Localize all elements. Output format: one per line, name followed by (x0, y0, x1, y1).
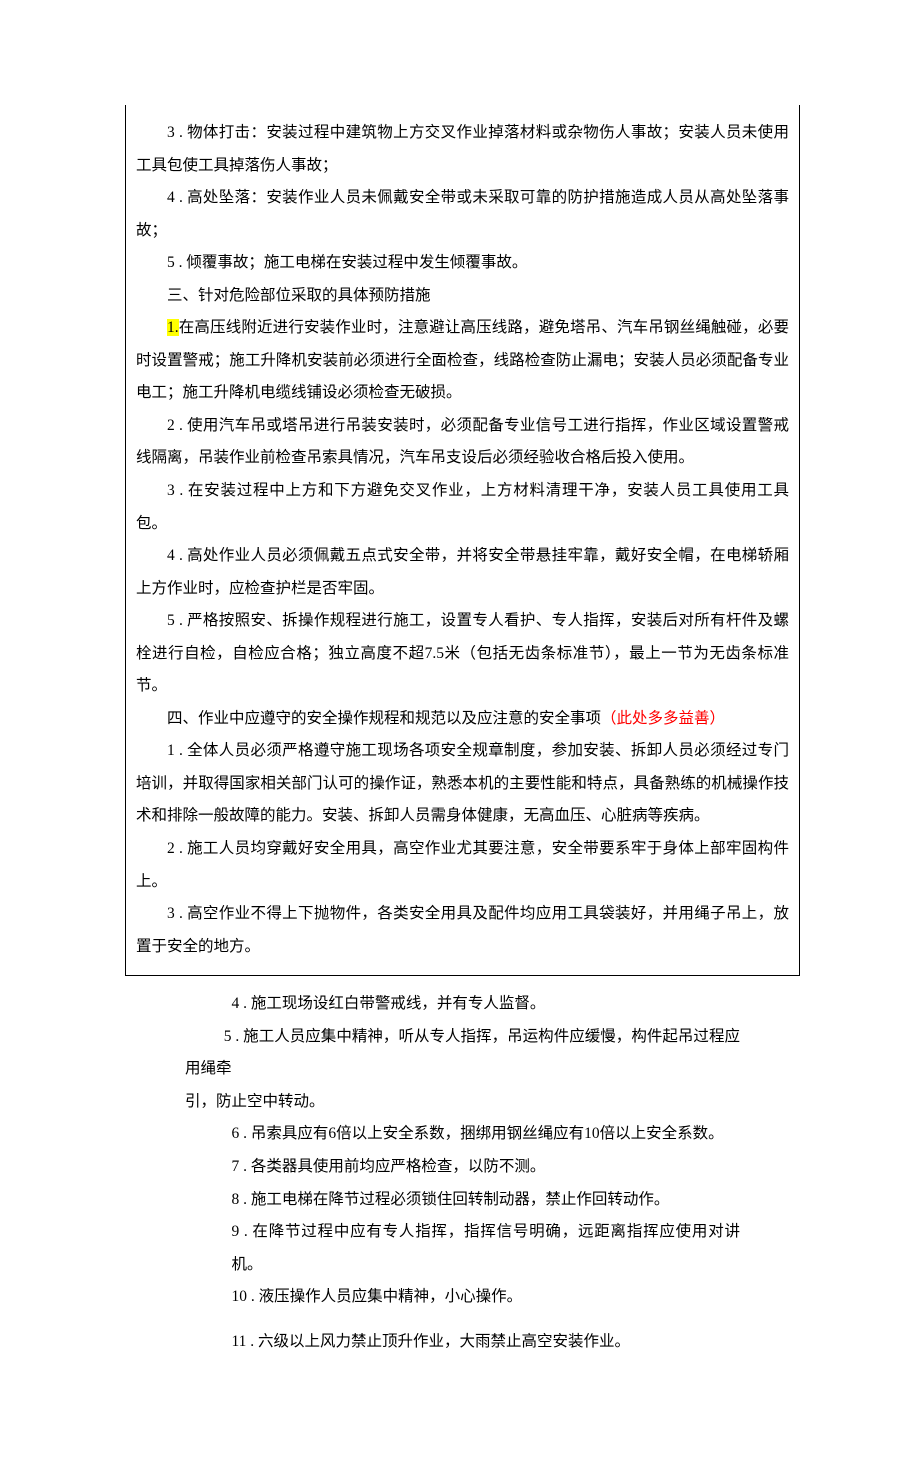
para-item-4: 4 . 高处坠落：安装作业人员未佩戴安全带或未采取可靠的防护措施造成人员从高处坠… (136, 182, 789, 247)
para-4-5: 5 . 施工人员应集中精神，听从专人指挥，吊运构件应缓慢，构件起吊过程应用绳牵 (185, 1021, 740, 1086)
para-3-4: 4 . 高处作业人员必须佩戴五点式安全带，并将安全带悬挂牢靠，戴好安全帽，在电梯… (136, 540, 789, 605)
para-4-8: 8 . 施工电梯在降节过程必须锁住回转制动器，禁止作回转动作。 (185, 1184, 740, 1217)
para-4-10: 10 . 液压操作人员应集中精神，小心操作。 (185, 1281, 740, 1314)
bordered-content-section: 3 . 物体打击：安装过程中建筑物上方交叉作业掉落材料或杂物伤人事故；安装人员未… (125, 105, 800, 976)
para-4-4: 4 . 施工现场设红白带警戒线，并有专人监督。 (185, 988, 740, 1021)
para-4-5-cont: 引，防止空中转动。 (185, 1086, 740, 1119)
section-heading-4: 四、作业中应遵守的安全操作规程和规范以及应注意的安全事项（此处多多益善） (136, 703, 789, 736)
para-3-3: 3 . 在安装过程中上方和下方避免交叉作业，上方材料清理干净，安装人员工具使用工… (136, 475, 789, 540)
para-item-5: 5 . 倾覆事故；施工电梯在安装过程中发生倾覆事故。 (136, 247, 789, 280)
para-4-6: 6 . 吊索具应有6倍以上安全系数，捆绑用钢丝绳应有10倍以上安全系数。 (185, 1118, 740, 1151)
unbordered-content-section: 4 . 施工现场设红白带警戒线，并有专人监督。 5 . 施工人员应集中精神，听从… (125, 976, 800, 1370)
para-4-11: 11 . 六级以上风力禁止顶升作业，大雨禁止高空安装作业。 (185, 1326, 740, 1359)
para-4-9: 9 . 在降节过程中应有专人指挥，指挥信号明确，远距离指挥应使用对讲机。 (185, 1216, 740, 1281)
para-3-1: 1.在高压线附近进行安装作业时，注意避让高压线路，避免塔吊、汽车吊钢丝绳触碰，必… (136, 312, 789, 410)
heading-4-text: 四、作业中应遵守的安全操作规程和规范以及应注意的安全事项 (167, 710, 601, 727)
para-4-2: 2 . 施工人员均穿戴好安全用具，高空作业尤其要注意，安全带要系牢于身体上部牢固… (136, 833, 789, 898)
heading-4-note: （此处多多益善） (601, 710, 725, 727)
para-3-1-text: 在高压线附近进行安装作业时，注意避让高压线路，避免塔吊、汽车吊钢丝绳触碰，必要时… (136, 319, 789, 401)
section-heading-3: 三、针对危险部位采取的具体预防措施 (136, 280, 789, 313)
para-4-3: 3 . 高空作业不得上下抛物件，各类安全用具及配件均应用工具袋装好，并用绳子吊上… (136, 898, 789, 963)
para-3-5: 5 . 严格按照安、拆操作规程进行施工，设置专人看护、专人指挥，安装后对所有杆件… (136, 605, 789, 703)
para-3-2: 2 . 使用汽车吊或塔吊进行吊装安装时，必须配备专业信号工进行指挥，作业区域设置… (136, 410, 789, 475)
highlight-marker: 1. (167, 319, 179, 336)
para-item-3: 3 . 物体打击：安装过程中建筑物上方交叉作业掉落材料或杂物伤人事故；安装人员未… (136, 117, 789, 182)
para-4-1: 1 . 全体人员必须严格遵守施工现场各项安全规章制度，参加安装、拆卸人员必须经过… (136, 735, 789, 833)
para-4-7: 7 . 各类器具使用前均应严格检查，以防不测。 (185, 1151, 740, 1184)
